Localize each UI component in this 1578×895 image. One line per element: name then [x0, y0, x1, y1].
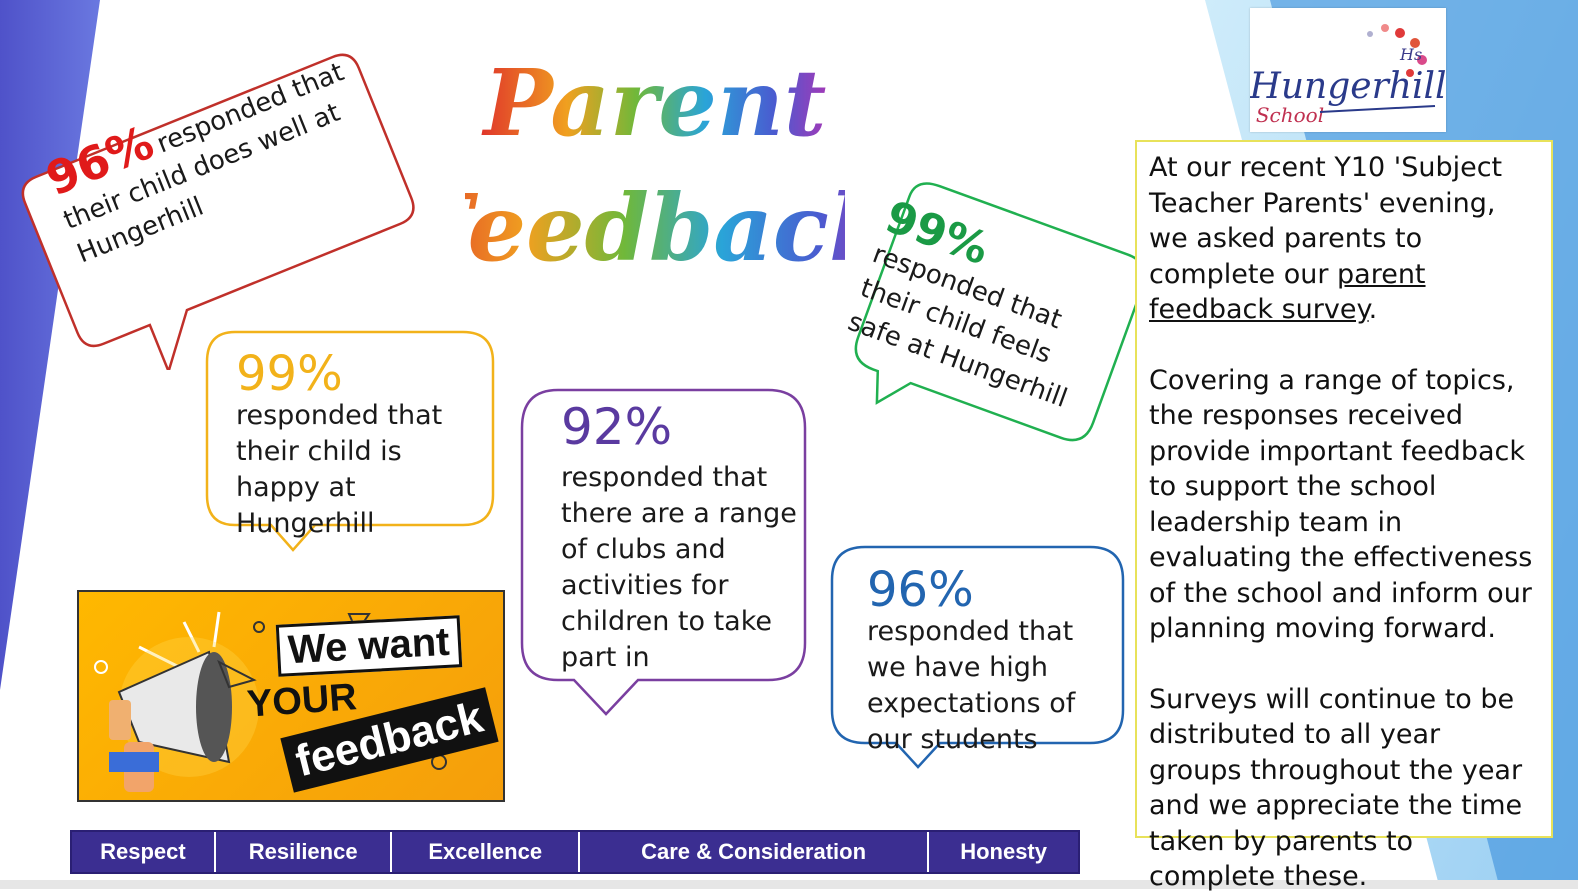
value-resilience: Resilience — [216, 832, 393, 872]
speech-bubble-green — [854, 182, 1147, 442]
logo-dots-icon: Hs Hungerhill School — [1248, 24, 1447, 127]
bubble-purple-percent: 92% — [561, 398, 673, 456]
info-paragraph-3: Surveys will continue to be distributed … — [1149, 683, 1523, 893]
logo-monogram: Hs — [1399, 45, 1422, 64]
info-paragraph-2: Covering a range of topics, the response… — [1149, 364, 1533, 645]
survey-link[interactable]: parent feedback survey — [1149, 258, 1426, 326]
bubble-yellow-text: responded that their child is happy at H… — [236, 400, 443, 539]
value-excellence: Excellence — [392, 832, 580, 872]
speech-bubble-purple — [520, 388, 807, 716]
logo-sub: School — [1256, 103, 1324, 127]
bubble-blue-percent: 96% — [867, 562, 974, 618]
banner-line1: We want — [275, 615, 462, 677]
logo-name: Hungerhill — [1250, 66, 1446, 107]
speech-bubble-blue — [830, 545, 1125, 769]
banner-line2: YOUR — [245, 676, 359, 726]
school-logo: Hs Hungerhill School — [1248, 8, 1447, 132]
feedback-banner: We want YOUR feedback — [77, 590, 505, 802]
info-p1-text: At our recent Y10 'Subject Teacher Paren… — [1149, 152, 1503, 290]
value-respect: Respect — [72, 832, 216, 872]
school-values-bar: Respect Resilience Excellence Care & Con… — [70, 830, 1080, 874]
bubble-blue-content: 96% responded that we have high expectat… — [867, 566, 1117, 758]
bubble-yellow-percent: 99% — [236, 346, 343, 402]
title-line1: Parent — [481, 49, 827, 157]
speech-bubble-red — [21, 53, 415, 370]
info-p1-end: . — [1368, 294, 1378, 325]
info-paragraph-1: At our recent Y10 'Subject Teacher Paren… — [1149, 150, 1539, 328]
bubble-purple-content: 92% responded that there are a range of … — [561, 402, 801, 676]
speech-bubble-yellow — [205, 330, 495, 552]
bubble-purple-text: responded that there are a range of club… — [561, 462, 797, 673]
value-honesty: Honesty — [960, 839, 1047, 864]
bubble-yellow-content: 99% responded that their child is happy … — [236, 350, 486, 542]
title-line2: Feedback — [465, 174, 845, 282]
info-panel: At our recent Y10 'Subject Teacher Paren… — [1135, 140, 1553, 892]
megaphone-icon — [94, 611, 447, 792]
bubble-blue-text: responded that we have high expectations… — [867, 616, 1076, 755]
value-care-consideration: Care & Consideration — [580, 832, 930, 872]
page-title: Parent Feedback — [465, 49, 845, 282]
